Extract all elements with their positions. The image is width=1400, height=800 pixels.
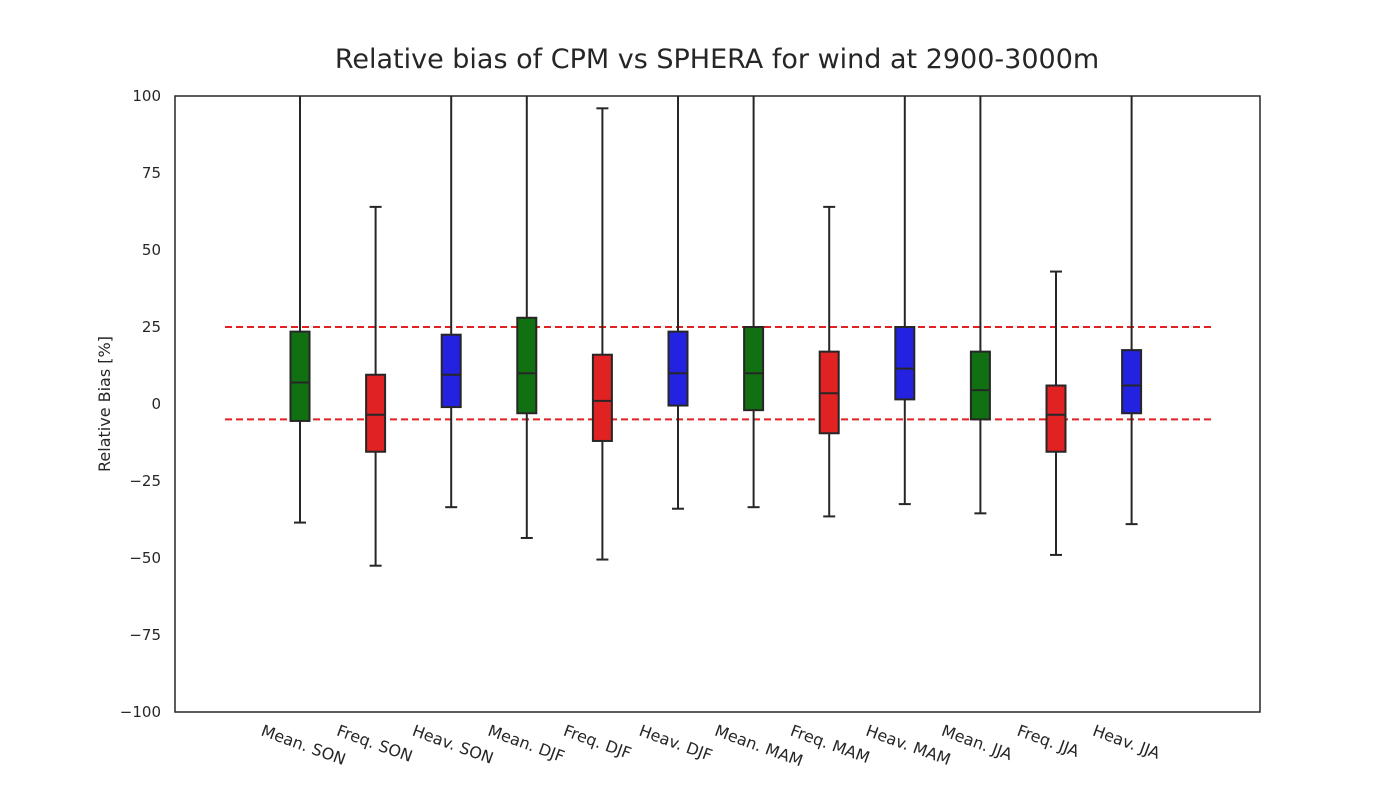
box-item [1045, 270, 1067, 556]
box-item [365, 205, 387, 567]
box [440, 333, 462, 409]
y-axis-label: Relative Bias [%] [95, 336, 114, 472]
x-tick-label: Freq. DJF [561, 721, 634, 763]
x-tick-label: Freq. JJA [1015, 721, 1082, 761]
box-item [1121, 96, 1143, 526]
x-tick-label: Mean. SON [259, 721, 349, 769]
y-tick-label: 100 [132, 87, 161, 105]
box [1121, 349, 1143, 415]
box [894, 326, 916, 401]
box-item [743, 96, 765, 509]
box-item [894, 96, 916, 506]
box [289, 330, 311, 422]
box [667, 330, 689, 407]
y-axis-ticks: 100 75 50 25 0 −25 −50 −75 −100 [120, 87, 161, 721]
box-item [440, 96, 462, 509]
y-tick-label: −50 [129, 549, 161, 567]
box-item [516, 96, 538, 539]
y-tick-label: 50 [142, 241, 161, 259]
y-tick-label: −100 [120, 703, 161, 721]
box-item [591, 107, 613, 561]
box-item [667, 96, 689, 510]
x-tick-label: Heav. DJF [637, 721, 715, 765]
x-tick-label: Heav. MAM [863, 721, 953, 769]
box [516, 316, 538, 415]
box-series [289, 96, 1143, 567]
box-item [289, 96, 311, 524]
x-tick-label: Mean. DJF [485, 721, 567, 766]
box-item [818, 205, 840, 518]
box [969, 350, 991, 421]
x-tick-label: Heav. JJA [1090, 721, 1162, 763]
y-tick-label: 0 [151, 395, 161, 413]
x-tick-label: Heav. SON [410, 721, 496, 768]
y-tick-label: −75 [129, 626, 161, 644]
box [1045, 384, 1067, 453]
y-tick-label: −25 [129, 472, 161, 490]
chart-title: Relative bias of CPM vs SPHERA for wind … [335, 44, 1099, 75]
box [743, 326, 765, 412]
x-tick-label: Freq. SON [334, 721, 415, 766]
box-item [969, 96, 991, 515]
box [365, 373, 387, 453]
box [591, 353, 613, 442]
y-tick-label: 75 [142, 164, 161, 182]
plot-frame [174, 95, 1261, 713]
y-tick-label: 25 [142, 318, 161, 336]
